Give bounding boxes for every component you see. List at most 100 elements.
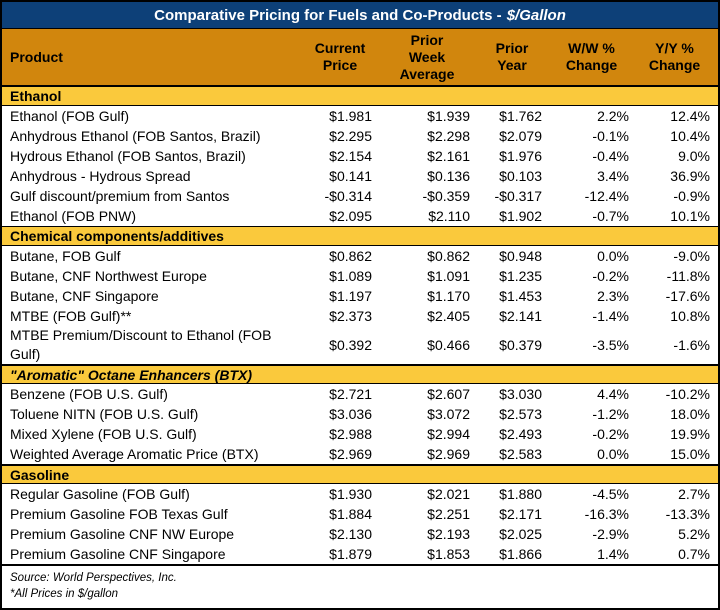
section-rows: Regular Gasoline (FOB Gulf) $1.930 $2.02… bbox=[2, 484, 718, 564]
product-cell: Anhydrous - Hydrous Spread bbox=[10, 167, 191, 184]
current-price-cell: $0.392 bbox=[329, 336, 372, 353]
product-cell: Regular Gasoline (FOB Gulf) bbox=[10, 485, 190, 502]
current-price-cell: $2.721 bbox=[329, 385, 372, 402]
table-section: Chemical components/additives Butane, FO… bbox=[2, 226, 718, 364]
column-header-yy-change: Y/Y % Change bbox=[648, 40, 701, 73]
prior-year-cell: $2.025 bbox=[499, 525, 542, 542]
column-header-row: Product Current Price Prior Week Average… bbox=[2, 29, 718, 86]
prior-year-cell: $2.171 bbox=[499, 505, 542, 522]
ww-change-cell: -3.5% bbox=[592, 336, 629, 353]
table-section: "Aromatic" Octane Enhancers (BTX) Benzen… bbox=[2, 364, 718, 464]
section-rows: Butane, FOB Gulf $0.862 $0.862 $0.948 0.… bbox=[2, 246, 718, 364]
prior-week-average-cell: $1.939 bbox=[427, 107, 470, 124]
ww-change-cell: 2.3% bbox=[597, 287, 629, 304]
yy-change-cell: 12.4% bbox=[670, 107, 710, 124]
prior-year-cell: $3.030 bbox=[499, 385, 542, 402]
prior-week-average-cell: $2.298 bbox=[427, 127, 470, 144]
prior-week-average-cell: $0.466 bbox=[427, 336, 470, 353]
column-header-prior-week-average: Prior Week Average bbox=[399, 31, 455, 82]
prior-year-cell: $2.583 bbox=[499, 445, 542, 462]
prior-week-average-cell: $0.862 bbox=[427, 247, 470, 264]
table-row: Benzene (FOB U.S. Gulf) $2.721 $2.607 $3… bbox=[2, 384, 718, 404]
prior-week-average-cell: $1.091 bbox=[427, 267, 470, 284]
ww-change-cell: -1.4% bbox=[592, 307, 629, 324]
ww-change-cell: -16.3% bbox=[584, 505, 629, 522]
current-price-cell: $2.154 bbox=[329, 147, 372, 164]
product-cell: Ethanol (FOB Gulf) bbox=[10, 107, 130, 124]
table-row: Ethanol (FOB Gulf) $1.981 $1.939 $1.762 … bbox=[2, 106, 718, 126]
column-header-current-price: Current Price bbox=[314, 40, 366, 73]
table-footer: Source: World Perspectives, Inc. *All Pr… bbox=[2, 564, 718, 608]
prior-week-average-cell: $2.994 bbox=[427, 425, 470, 442]
table-row: Ethanol (FOB PNW) $2.095 $2.110 $1.902 -… bbox=[2, 206, 718, 226]
prices-note: *All Prices in $/gallon bbox=[10, 588, 119, 600]
prior-year-cell: -$0.317 bbox=[494, 187, 542, 204]
prior-week-average-cell: $2.021 bbox=[427, 485, 470, 502]
ww-change-cell: 2.2% bbox=[597, 107, 629, 124]
ww-change-cell: -0.2% bbox=[592, 425, 629, 442]
ww-change-cell: -0.4% bbox=[592, 147, 629, 164]
current-price-cell: $1.884 bbox=[329, 505, 372, 522]
ww-change-cell: -0.2% bbox=[592, 267, 629, 284]
yy-change-cell: -0.9% bbox=[673, 187, 710, 204]
yy-change-cell: 5.2% bbox=[678, 525, 710, 542]
table-row: Mixed Xylene (FOB U.S. Gulf) $2.988 $2.9… bbox=[2, 424, 718, 444]
current-price-cell: $1.930 bbox=[329, 485, 372, 502]
ww-change-cell: 1.4% bbox=[597, 545, 629, 562]
table-row: Butane, CNF Northwest Europe $1.089 $1.0… bbox=[2, 266, 718, 286]
table-row: Weighted Average Aromatic Price (BTX) $2… bbox=[2, 444, 718, 464]
prior-year-cell: $0.379 bbox=[499, 336, 542, 353]
prior-week-average-cell: $1.170 bbox=[427, 287, 470, 304]
section-header: Chemical components/additives bbox=[2, 226, 718, 246]
yy-change-cell: -17.6% bbox=[665, 287, 710, 304]
current-price-cell: $2.373 bbox=[329, 307, 372, 324]
yy-change-cell: 15.0% bbox=[670, 445, 710, 462]
prior-week-average-cell: $2.405 bbox=[427, 307, 470, 324]
product-cell: Gulf discount/premium from Santos bbox=[10, 187, 230, 204]
yy-change-cell: 0.7% bbox=[678, 545, 710, 562]
current-price-cell: $2.095 bbox=[329, 207, 372, 224]
current-price-cell: $0.141 bbox=[329, 167, 372, 184]
yy-change-cell: 2.7% bbox=[678, 485, 710, 502]
ww-change-cell: -4.5% bbox=[592, 485, 629, 502]
prior-week-average-cell: $2.161 bbox=[427, 147, 470, 164]
prior-year-cell: $0.948 bbox=[499, 247, 542, 264]
prior-year-cell: $1.235 bbox=[499, 267, 542, 284]
prior-year-cell: $1.762 bbox=[499, 107, 542, 124]
prior-year-cell: $2.141 bbox=[499, 307, 542, 324]
product-cell: Ethanol (FOB PNW) bbox=[10, 207, 137, 224]
table-row: Gulf discount/premium from Santos -$0.31… bbox=[2, 186, 718, 206]
section-header: "Aromatic" Octane Enhancers (BTX) bbox=[2, 364, 718, 384]
prior-week-average-cell: $2.110 bbox=[428, 207, 470, 224]
yy-change-cell: -11.8% bbox=[666, 267, 710, 284]
prior-week-average-cell: $2.607 bbox=[427, 385, 470, 402]
product-cell: Premium Gasoline FOB Texas Gulf bbox=[10, 505, 228, 522]
table-row: Regular Gasoline (FOB Gulf) $1.930 $2.02… bbox=[2, 484, 718, 504]
product-cell: Weighted Average Aromatic Price (BTX) bbox=[10, 445, 259, 462]
table-row: Premium Gasoline FOB Texas Gulf $1.884 $… bbox=[2, 504, 718, 524]
table-title-unit: $/Gallon bbox=[506, 7, 566, 24]
yy-change-cell: -9.0% bbox=[673, 247, 710, 264]
table-row: Premium Gasoline CNF Singapore $1.879 $1… bbox=[2, 544, 718, 564]
column-header-prior-year: Prior Year bbox=[495, 40, 529, 73]
ww-change-cell: 3.4% bbox=[597, 167, 629, 184]
prior-year-cell: $2.493 bbox=[499, 425, 542, 442]
table-row: MTBE (FOB Gulf)** $2.373 $2.405 $2.141 -… bbox=[2, 306, 718, 326]
prior-week-average-cell: $0.136 bbox=[427, 167, 470, 184]
product-cell: Hydrous Ethanol (FOB Santos, Brazil) bbox=[10, 147, 246, 164]
table-section: Ethanol Ethanol (FOB Gulf) $1.981 $1.939… bbox=[2, 86, 718, 226]
yy-change-cell: 10.4% bbox=[670, 127, 710, 144]
column-header-product: Product bbox=[10, 48, 63, 65]
yy-change-cell: 18.0% bbox=[670, 405, 710, 422]
yy-change-cell: 9.0% bbox=[678, 147, 710, 164]
current-price-cell: $1.089 bbox=[329, 267, 372, 284]
prior-year-cell: $0.103 bbox=[499, 167, 542, 184]
section-header: Ethanol bbox=[2, 86, 718, 106]
prior-year-cell: $1.866 bbox=[499, 545, 542, 562]
ww-change-cell: 0.0% bbox=[597, 247, 629, 264]
prior-year-cell: $1.902 bbox=[499, 207, 542, 224]
section-rows: Ethanol (FOB Gulf) $1.981 $1.939 $1.762 … bbox=[2, 106, 718, 226]
product-cell: Butane, CNF Singapore bbox=[10, 287, 159, 304]
column-header-ww-change: W/W % Change bbox=[565, 40, 618, 73]
